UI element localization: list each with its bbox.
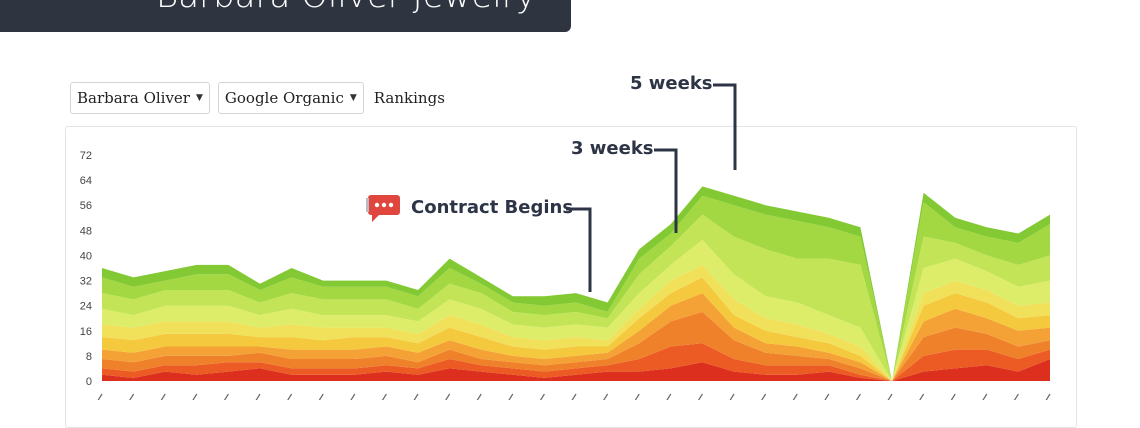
client-select-value: Barbara Oliver	[77, 89, 190, 107]
x-tick-label	[255, 393, 261, 400]
area-layer	[102, 359, 1050, 381]
source-select-value: Google Organic	[224, 89, 344, 107]
chat-bubble-icon	[366, 195, 400, 222]
x-tick-label	[887, 393, 893, 400]
x-tick-label	[697, 393, 703, 400]
x-tick-label	[982, 393, 988, 400]
y-axis: 0 8 16 24 32 40 48 56 64 72	[80, 150, 92, 388]
x-tick-label	[508, 393, 514, 400]
annotation-five-weeks: 5 weeks	[630, 73, 713, 94]
rankings-area-chart: 0 8 16 24 32 40 48 56 64 72	[80, 83, 1051, 400]
x-tick-label	[192, 393, 198, 400]
x-tick-label	[666, 393, 672, 400]
y-tick-label: 8	[86, 351, 92, 363]
annotation-contract-begins: Contract Begins	[411, 197, 574, 218]
x-tick-label	[1045, 393, 1051, 400]
source-select[interactable]: Google Organic ▼	[217, 82, 364, 114]
x-tick-label	[761, 393, 767, 400]
x-tick-label	[476, 393, 482, 400]
caret-down-icon: ▼	[195, 93, 203, 103]
x-tick-label	[824, 393, 830, 400]
x-tick-label	[1013, 393, 1019, 400]
x-tick-label	[350, 393, 356, 400]
x-tick-label	[729, 393, 735, 400]
x-tick-label	[287, 393, 293, 400]
x-tick-label	[445, 393, 451, 400]
caret-down-icon: ▼	[349, 93, 357, 103]
x-tick-label	[413, 393, 419, 400]
three-weeks-leader-line	[654, 148, 678, 233]
y-tick-label: 48	[80, 225, 92, 237]
area-layer	[102, 311, 1050, 381]
y-tick-label: 0	[86, 376, 92, 388]
client-select[interactable]: Barbara Oliver ▼	[70, 82, 210, 114]
x-tick-label	[97, 393, 103, 400]
x-tick-label	[919, 393, 925, 400]
x-tick-label	[855, 393, 861, 400]
x-tick-label	[571, 393, 577, 400]
x-tick-label	[539, 393, 545, 400]
x-tick-label	[129, 393, 135, 400]
area-layer	[102, 195, 1050, 381]
y-tick-label: 64	[80, 175, 92, 187]
x-tick-label	[603, 393, 609, 400]
area-layer	[102, 214, 1050, 381]
x-tick-label	[792, 393, 798, 400]
area-layer	[102, 343, 1050, 381]
y-tick-label: 56	[80, 200, 92, 212]
x-tick-label	[318, 393, 324, 400]
y-tick-label: 16	[80, 326, 92, 338]
x-tick-label	[160, 393, 166, 400]
x-tick-label	[950, 393, 956, 400]
x-tick-label	[381, 393, 387, 400]
y-tick-label: 24	[80, 301, 92, 313]
area-layer	[102, 239, 1050, 381]
y-tick-label: 72	[80, 150, 92, 162]
y-tick-label: 40	[80, 250, 92, 262]
page-banner: Barbara Oliver Jewelry	[0, 0, 571, 32]
annotation-three-weeks: 3 weeks	[571, 138, 654, 159]
chart-controls: Barbara Oliver ▼ Google Organic ▼ Rankin…	[70, 82, 445, 114]
x-tick-label	[223, 393, 229, 400]
five-weeks-leader-line	[713, 83, 737, 170]
x-tick-label	[634, 393, 640, 400]
annotation-leader-lines	[566, 83, 737, 292]
contract-leader-line	[566, 207, 592, 292]
stacked-areas	[102, 186, 1050, 381]
y-tick-label: 32	[80, 276, 92, 288]
metric-label: Rankings	[373, 89, 445, 107]
x-axis	[97, 393, 1051, 400]
